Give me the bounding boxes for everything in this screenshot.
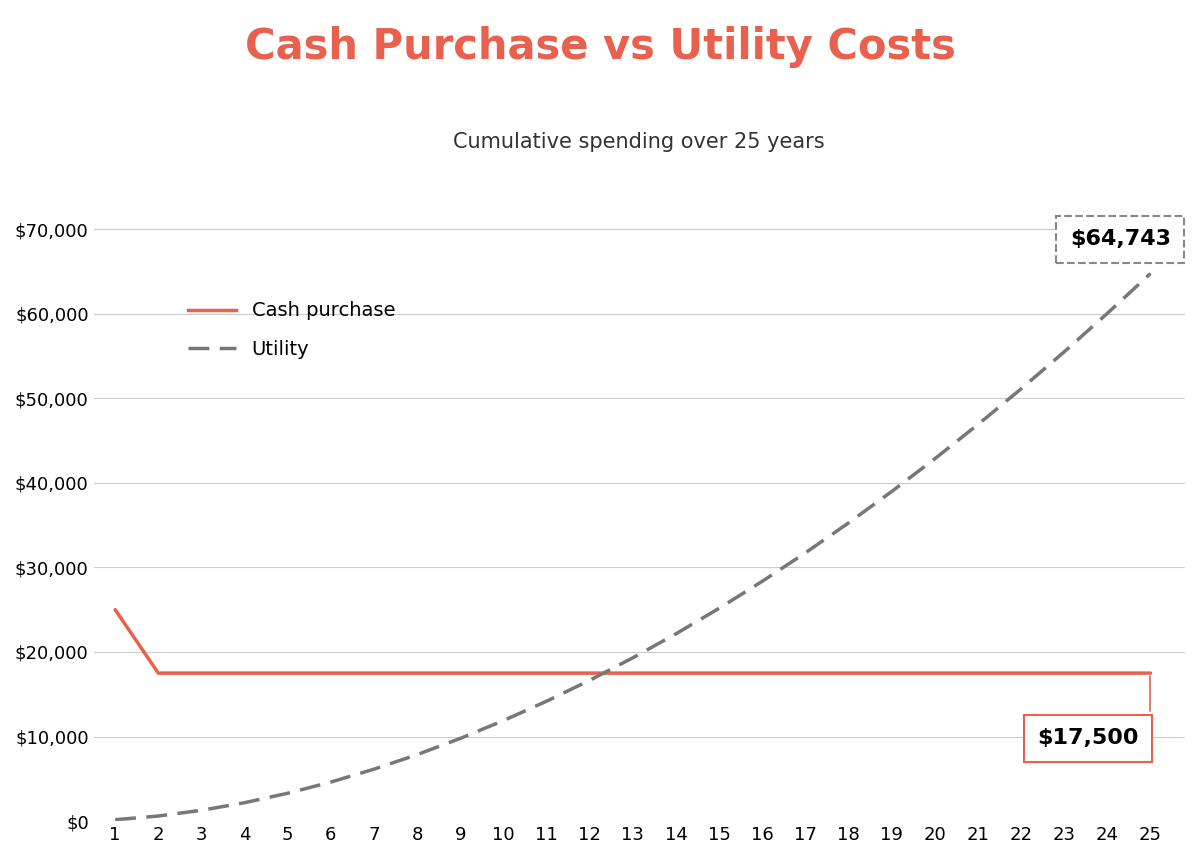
Cash purchase <box>194 668 209 679</box>
Utility <box>798 548 812 558</box>
Utility <box>410 749 425 759</box>
Utility <box>625 653 640 663</box>
Cash purchase <box>497 668 511 679</box>
Cash purchase <box>841 668 856 679</box>
Utility <box>755 576 769 587</box>
Cash purchase <box>454 668 468 679</box>
Utility <box>497 716 511 726</box>
Cash purchase <box>884 668 899 679</box>
Utility <box>454 734 468 744</box>
Legend: Cash purchase, Utility: Cash purchase, Utility <box>180 294 403 367</box>
Utility <box>928 454 942 464</box>
Cash purchase <box>971 668 985 679</box>
Utility <box>884 486 899 497</box>
Text: Cash Purchase vs Utility Costs: Cash Purchase vs Utility Costs <box>245 26 955 68</box>
Cash purchase <box>108 605 122 615</box>
Cash purchase <box>281 668 295 679</box>
Cash purchase <box>625 668 640 679</box>
Cash purchase <box>712 668 726 679</box>
Utility <box>539 696 553 706</box>
Cash purchase <box>1144 668 1158 679</box>
Utility <box>1100 308 1115 319</box>
Utility <box>108 814 122 825</box>
Utility <box>712 603 726 613</box>
Utility <box>1014 384 1028 394</box>
Utility <box>194 805 209 815</box>
Utility <box>281 788 295 798</box>
Utility <box>971 419 985 430</box>
Utility <box>367 764 382 774</box>
Cash purchase <box>238 668 252 679</box>
Utility <box>582 675 596 685</box>
Cash purchase <box>755 668 769 679</box>
Cash purchase <box>324 668 338 679</box>
Cash purchase <box>367 668 382 679</box>
Utility <box>841 518 856 528</box>
Cash purchase <box>1014 668 1028 679</box>
Utility <box>238 797 252 807</box>
Utility <box>1057 347 1072 357</box>
Cash purchase <box>928 668 942 679</box>
Cash purchase <box>668 668 683 679</box>
Cash purchase <box>1100 668 1115 679</box>
Text: $17,500: $17,500 <box>1037 676 1151 748</box>
Utility <box>151 811 166 821</box>
Utility <box>668 629 683 639</box>
Utility <box>324 777 338 787</box>
Cash purchase <box>410 668 425 679</box>
Utility <box>1144 268 1158 278</box>
Cash purchase <box>539 668 553 679</box>
Line: Utility: Utility <box>115 273 1151 819</box>
Cash purchase <box>798 668 812 679</box>
Title: Cumulative spending over 25 years: Cumulative spending over 25 years <box>454 132 826 152</box>
Line: Cash purchase: Cash purchase <box>115 610 1151 673</box>
Cash purchase <box>151 668 166 679</box>
Cash purchase <box>582 668 596 679</box>
Cash purchase <box>1057 668 1072 679</box>
Text: $64,743: $64,743 <box>1069 229 1171 249</box>
